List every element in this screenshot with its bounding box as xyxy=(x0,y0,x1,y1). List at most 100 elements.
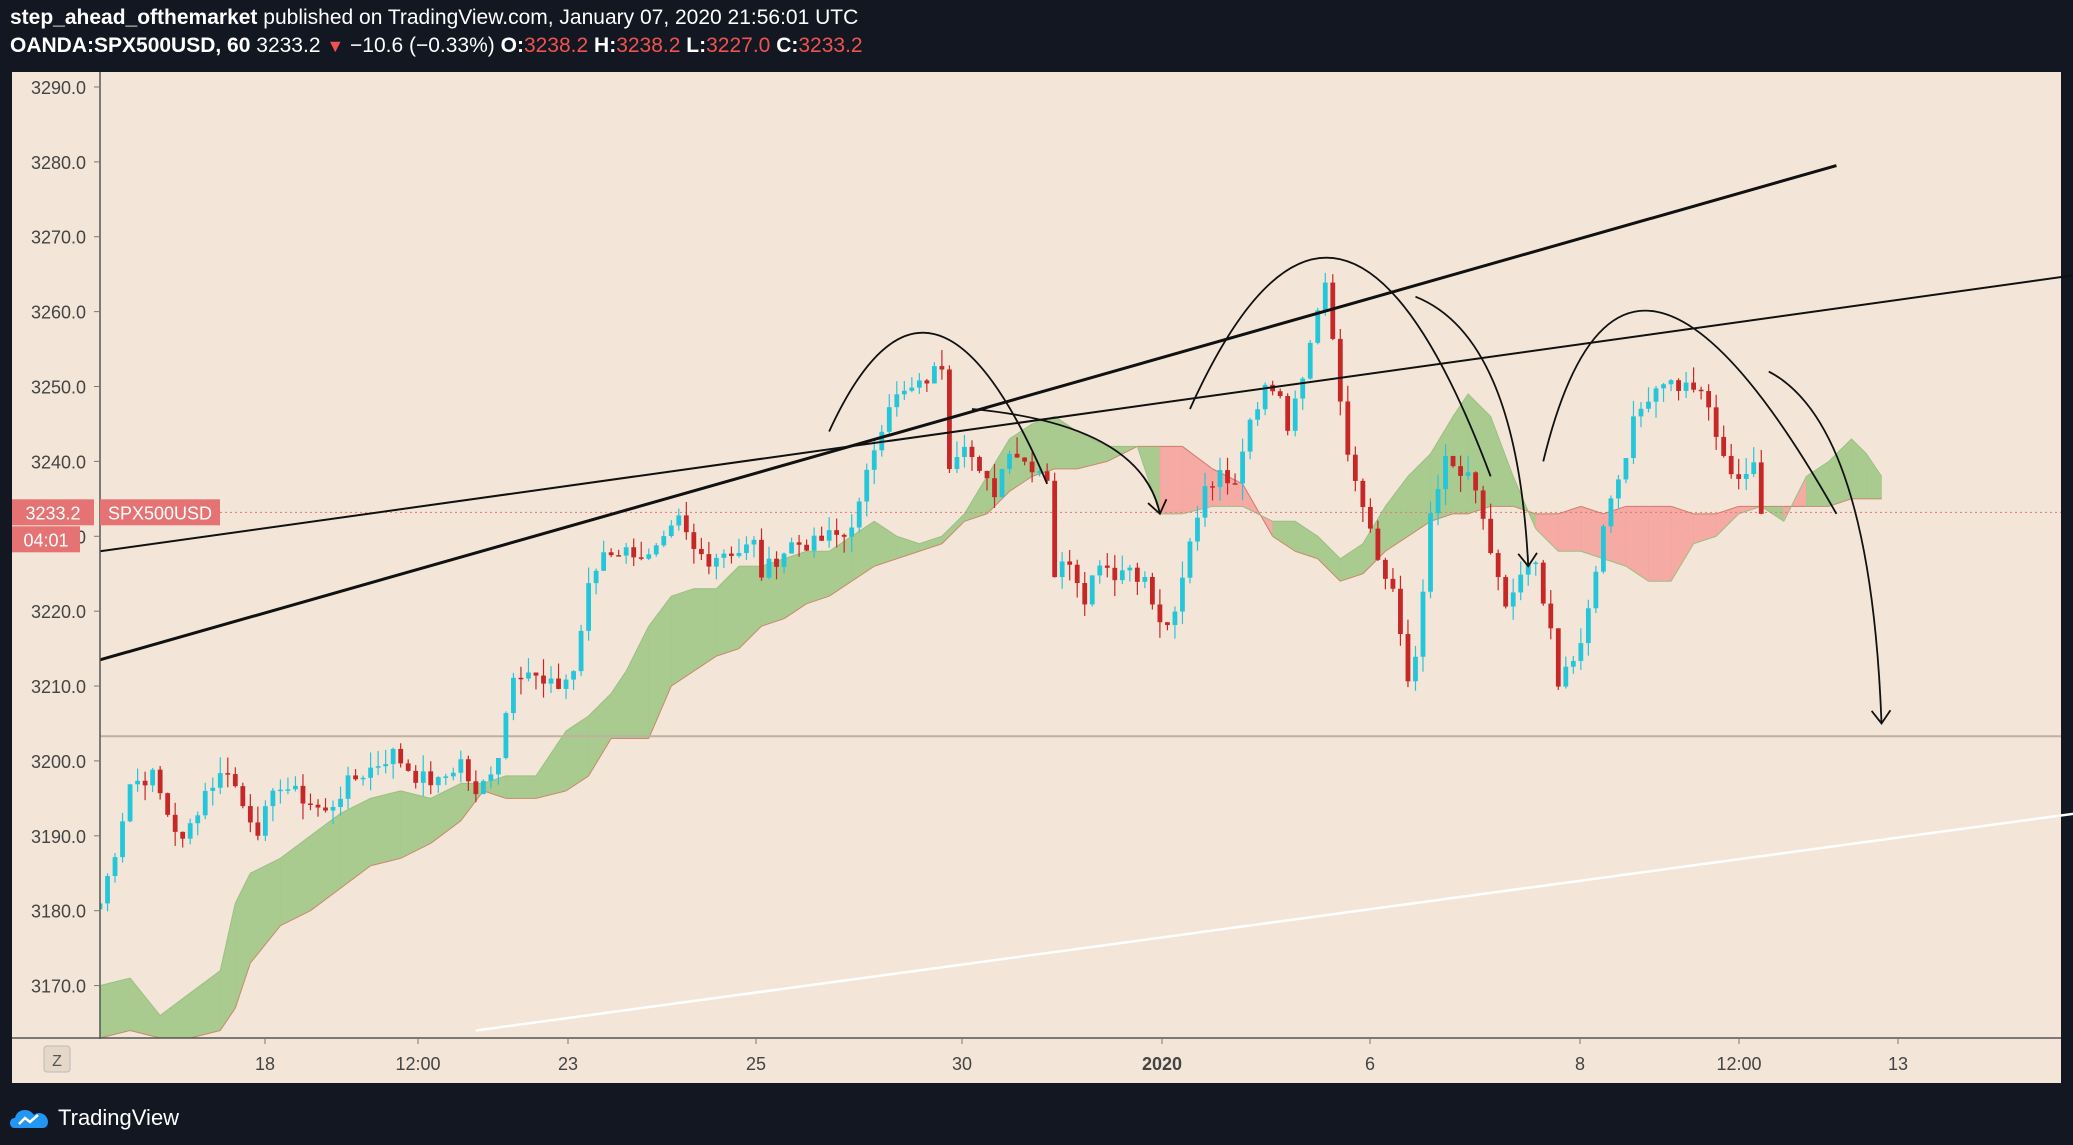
cloud-span-a xyxy=(919,535,943,545)
cloud-span-b xyxy=(1272,535,1296,552)
candle-up xyxy=(736,553,742,556)
cloud-span-b xyxy=(896,550,920,560)
candle-up xyxy=(1172,611,1178,626)
candle-down xyxy=(1232,483,1238,485)
candle-up xyxy=(526,672,531,679)
candle-down xyxy=(1337,338,1343,402)
y-tick-label: 3190.0 xyxy=(31,827,86,847)
arrow-path xyxy=(1415,295,1530,567)
cloud-span-b xyxy=(941,520,965,545)
candle-down xyxy=(1676,380,1681,391)
cloud-span-a xyxy=(1009,423,1033,440)
cloud-span-b xyxy=(1715,505,1739,515)
author-name[interactable]: step_ahead_ofthemarket xyxy=(10,6,258,29)
candle-up xyxy=(646,554,652,559)
candle-up xyxy=(1202,486,1208,518)
candle-down xyxy=(1758,462,1764,514)
x-tick-label: 30 xyxy=(952,1054,972,1074)
candle-up xyxy=(593,570,599,584)
candle-down xyxy=(308,803,313,805)
candle-down xyxy=(1157,604,1163,623)
cloud-span-b xyxy=(1317,558,1341,582)
horizontal-level xyxy=(100,511,2061,738)
cloud-span-b xyxy=(716,648,740,657)
arc-path xyxy=(828,331,1048,485)
candle-up xyxy=(909,387,915,391)
cloud-span-a xyxy=(535,730,567,777)
cloud-span-b xyxy=(1031,468,1055,477)
candle-down xyxy=(1698,389,1704,392)
y-tick-label: 3200.0 xyxy=(31,752,86,772)
cloud-span-b xyxy=(234,962,251,1009)
candle-down xyxy=(541,675,546,684)
scale-corner-button[interactable] xyxy=(43,1045,71,1073)
candle-up xyxy=(150,769,156,786)
cloud-span-b xyxy=(1182,446,1213,470)
candle-up xyxy=(962,446,967,458)
candle-up xyxy=(1743,473,1749,479)
candle-down xyxy=(1210,486,1215,488)
candle-down xyxy=(1383,559,1388,579)
candle-down xyxy=(1134,567,1140,582)
cloud-span-b xyxy=(280,910,311,927)
cloud-span-a xyxy=(1512,476,1537,529)
candle-up xyxy=(1578,643,1584,661)
brand-name: TradingView xyxy=(58,1105,180,1130)
cloud-span-a xyxy=(1580,550,1604,560)
candle-up xyxy=(480,780,486,795)
low-label: L: xyxy=(686,34,707,57)
candle-up xyxy=(202,790,208,816)
candle-down xyxy=(683,515,689,533)
candle-up xyxy=(571,671,576,680)
cloud-span-a xyxy=(1806,460,1830,477)
candle-up xyxy=(1322,282,1328,311)
candle-up xyxy=(1420,591,1426,657)
candle-up xyxy=(1195,517,1200,542)
candle-up xyxy=(1247,419,1253,452)
y-tick-label: 3290.0 xyxy=(31,78,86,98)
candle-down xyxy=(172,814,178,832)
cloud-span-b xyxy=(588,738,612,777)
candle-down xyxy=(1540,562,1546,604)
candle-down xyxy=(473,781,479,795)
candle-down xyxy=(729,553,734,556)
cloud-span-b xyxy=(986,490,1010,515)
candle-down xyxy=(631,547,637,558)
candle-up xyxy=(1518,574,1524,593)
countdown-tag-value: 04:01 xyxy=(23,530,68,550)
cloud-span-b xyxy=(310,887,341,912)
candle-up xyxy=(278,789,283,792)
cloud-span-b xyxy=(1362,550,1386,575)
candle-down xyxy=(1398,588,1403,635)
candle-up xyxy=(511,677,516,714)
candle-up xyxy=(443,776,449,778)
candle-down xyxy=(323,807,328,811)
candle-down xyxy=(165,793,171,815)
cloud-span-b xyxy=(483,790,507,799)
candle-down xyxy=(1345,401,1351,455)
candle-up xyxy=(330,806,336,811)
cloud-span-b xyxy=(1295,550,1318,560)
candle-up xyxy=(1616,479,1621,499)
candle-up xyxy=(1653,388,1659,402)
cloud-segment xyxy=(1159,446,1183,515)
cloud-span-a xyxy=(1670,543,1695,582)
candle-up xyxy=(766,558,772,578)
cloud-span-a xyxy=(828,535,852,552)
candle-up xyxy=(1668,380,1674,385)
cloud-span-a xyxy=(588,693,612,717)
candle-up xyxy=(1089,575,1095,605)
cloud-span-b xyxy=(1603,505,1627,515)
cloud-span-b xyxy=(430,820,462,844)
candle-up xyxy=(931,366,937,384)
footer-brand[interactable]: TradingView xyxy=(10,1100,179,1136)
chart-header-line-2: OANDA:SPX500USD, 60 3233.2 ▼ −10.6 (−0.3… xyxy=(10,34,863,58)
candle-up xyxy=(112,857,118,876)
cloud-span-a xyxy=(1385,476,1409,507)
candle-down xyxy=(556,678,561,689)
cloud-span-b xyxy=(1430,513,1454,522)
candle-up xyxy=(1646,401,1651,409)
candle-up xyxy=(338,798,343,807)
cloud-span-b xyxy=(249,925,281,964)
